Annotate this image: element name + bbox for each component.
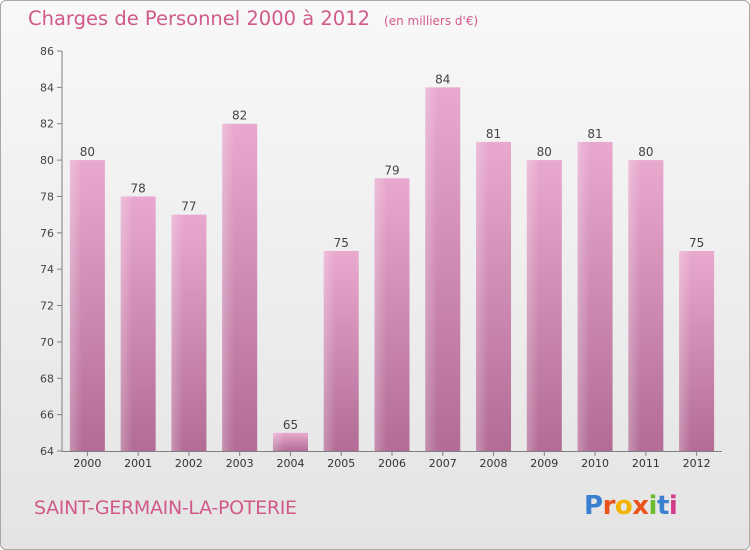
data-label: 79 — [384, 163, 399, 177]
y-tick-label: 70 — [40, 336, 54, 349]
y-tick-label: 74 — [40, 263, 54, 276]
x-tick-label: 2007 — [429, 457, 457, 470]
x-tick-label: 2011 — [632, 457, 660, 470]
logo-letter: P — [584, 491, 603, 521]
logo-letter: x — [632, 491, 649, 521]
x-tick-label: 2002 — [175, 457, 203, 470]
x-tick-label: 2000 — [73, 457, 101, 470]
logo-letter: t — [656, 491, 669, 521]
data-label: 81 — [486, 127, 501, 141]
x-tick-label: 2003 — [226, 457, 254, 470]
y-tick-label: 76 — [40, 227, 54, 240]
x-tick-label: 2012 — [683, 457, 711, 470]
data-label: 77 — [181, 200, 196, 214]
data-label: 82 — [232, 109, 247, 123]
data-label: 80 — [537, 145, 552, 159]
x-tick-label: 2001 — [124, 457, 152, 470]
data-label: 84 — [435, 72, 450, 86]
y-tick-label: 80 — [40, 154, 54, 167]
data-label: 65 — [283, 418, 298, 432]
data-label: 80 — [638, 145, 653, 159]
logo-letter: r — [602, 491, 616, 521]
logo-letter: o — [614, 491, 633, 521]
bar-highlight — [69, 160, 83, 451]
x-tick-label: 2009 — [530, 457, 558, 470]
logo-letter: i — [648, 491, 658, 521]
y-tick-label: 72 — [40, 300, 54, 313]
bar-highlight — [222, 123, 235, 452]
bar-highlight — [526, 160, 540, 451]
bar-highlight — [272, 432, 286, 451]
data-label: 80 — [80, 145, 95, 159]
bar-highlight — [577, 141, 590, 451]
x-tick-label: 2006 — [378, 457, 406, 470]
logo-letter: i — [668, 491, 678, 521]
chart-title-text: Charges de Personnel 2000 à 2012 — [28, 7, 371, 30]
bar-chart: 64 66 68 70 72 74 76 78 80 82 84 86 80 2000 78 2001 77 20… — [40, 45, 722, 470]
bar-highlight — [374, 178, 387, 452]
bar-highlight — [323, 251, 336, 451]
proxiti-logo: Proxiti — [584, 491, 678, 521]
bar-highlight — [120, 196, 133, 451]
x-tick-label: 2004 — [276, 457, 304, 470]
y-tick-label: 82 — [40, 118, 54, 131]
data-label: 75 — [689, 236, 704, 250]
y-tick-label: 86 — [40, 45, 54, 58]
bar-highlight — [476, 141, 489, 451]
bar-highlight — [171, 214, 184, 451]
data-label: 75 — [334, 236, 349, 250]
y-tick-label: 68 — [40, 372, 54, 385]
y-tick-label: 64 — [40, 445, 54, 458]
x-tick-label: 2010 — [581, 457, 609, 470]
y-tick-label: 78 — [40, 190, 54, 203]
place-name: SAINT-GERMAIN-LA-POTERIE — [34, 497, 297, 519]
bar-highlight — [628, 160, 641, 451]
chart-subtitle: (en milliers d'€) — [384, 14, 479, 28]
bar-highlight — [679, 251, 692, 451]
y-tick-label: 84 — [40, 81, 54, 94]
y-tick-label: 66 — [40, 409, 54, 422]
x-tick-label: 2008 — [480, 457, 508, 470]
chart-title: Charges de Personnel 2000 à 2012 (en mill… — [28, 7, 478, 30]
bar-highlight — [425, 87, 438, 451]
data-label: 78 — [131, 181, 146, 195]
data-label: 81 — [587, 127, 602, 141]
x-tick-label: 2005 — [327, 457, 355, 470]
